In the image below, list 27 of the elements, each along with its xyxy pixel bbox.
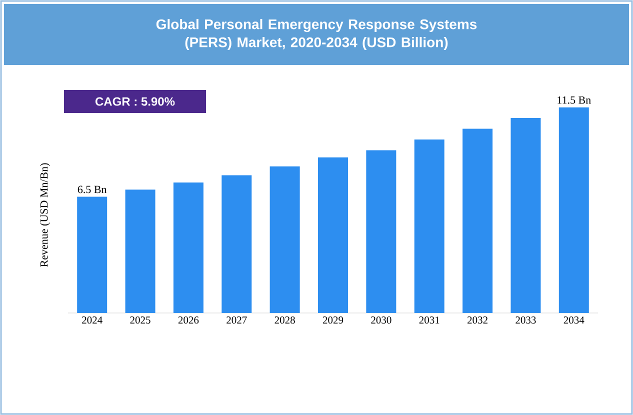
bar <box>462 128 493 313</box>
text: CAGR : 5.90% <box>95 97 175 106</box>
x-tick-label: 2029 <box>322 316 344 324</box>
x-tick-label: 2028 <box>274 316 295 324</box>
bar <box>558 107 589 313</box>
data-label: 11.5 Bn <box>558 96 591 104</box>
chart-title: Global Personal Emergency Response Systems (PERS) Market, 2020-2034 (USD Billion) <box>156 18 477 50</box>
x-tick-label: 2030 <box>371 316 392 324</box>
bar <box>366 150 396 313</box>
x-tick-label: 2031 <box>419 316 440 324</box>
x-tick-label: 2034 <box>564 316 584 324</box>
bar <box>173 182 204 313</box>
bar <box>510 118 541 313</box>
bar <box>77 196 108 313</box>
x-tick-label: 2033 <box>516 316 536 324</box>
bar <box>222 175 252 313</box>
x-tick-label: 2024 <box>82 316 102 324</box>
bar <box>270 166 300 313</box>
x-tick-label: 2032 <box>467 316 488 324</box>
bar <box>414 140 444 313</box>
data-label: 6.5 Bn <box>78 186 107 194</box>
x-tick-label: 2027 <box>226 316 247 324</box>
x-tick-label: 2025 <box>130 316 150 324</box>
y-axis-title: Revenue (USD Mn/Bn) <box>40 163 50 267</box>
x-tick-label: 2026 <box>178 316 199 324</box>
bar <box>125 190 156 313</box>
bar <box>318 157 348 313</box>
